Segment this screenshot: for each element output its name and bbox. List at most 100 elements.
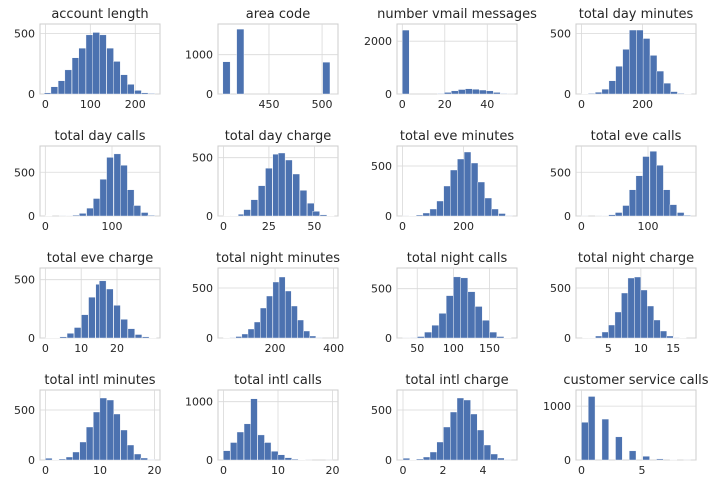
histogram-bar — [229, 337, 236, 339]
x-tick-label: 10 — [74, 342, 88, 355]
histogram-bar — [683, 215, 691, 217]
histogram-bar — [59, 336, 67, 339]
x-tick-label: 0 — [399, 98, 406, 111]
histogram-bar — [424, 331, 432, 339]
y-tick-label: 500 — [14, 404, 35, 417]
histogram-bar — [235, 336, 243, 339]
y-tick-label: 0 — [206, 210, 213, 223]
histogram-bar — [436, 200, 444, 217]
chart-title: total night minutes — [216, 251, 340, 266]
y-tick-label: 1000 — [185, 49, 213, 62]
histogram-bar — [79, 213, 87, 217]
histogram-bar — [498, 213, 506, 217]
histogram-bar — [99, 34, 107, 95]
histogram-bar — [608, 324, 616, 339]
histogram-bar — [322, 61, 331, 95]
histogram-bar — [127, 189, 135, 217]
histogram-bar — [45, 458, 53, 461]
histogram-bar — [285, 159, 293, 217]
histogram-bar — [126, 444, 135, 461]
histogram-bar — [43, 92, 52, 95]
histogram-bar — [669, 204, 677, 217]
chart-title: total night calls — [407, 251, 508, 266]
y-tick-label: 2000 — [364, 35, 392, 48]
histogram-bar — [99, 179, 107, 217]
histogram-bar — [460, 277, 469, 339]
x-tick-label: 40 — [480, 98, 494, 111]
histogram-bar — [81, 314, 89, 339]
histogram-bar — [236, 431, 244, 461]
x-tick-label: 200 — [632, 98, 653, 111]
histogram-bar — [634, 276, 642, 339]
histogram-bar — [50, 86, 59, 95]
histogram-bar — [250, 199, 259, 217]
histogram-bar — [629, 29, 637, 95]
histogram-bar — [272, 281, 280, 339]
histogram-account-length: account length 0 100 200 0 500 — [14, 7, 161, 111]
histogram-bar — [677, 212, 685, 217]
y-tick-label: 0 — [28, 88, 35, 101]
histogram-bar — [72, 451, 80, 461]
y-tick-label: 0 — [564, 88, 571, 101]
histogram-bar — [66, 333, 75, 339]
histogram-bar — [271, 451, 279, 461]
histogram-bar — [284, 457, 292, 461]
histogram-bar — [278, 276, 286, 339]
y-tick-label: 0 — [28, 332, 35, 345]
histogram-bar — [456, 397, 465, 461]
x-tick-label: 0 — [220, 464, 227, 477]
histogram-total-eve-charge: total eve charge 0 10 20 0 500 — [14, 251, 161, 355]
histogram-bar — [474, 306, 483, 339]
x-tick-label: 0 — [578, 464, 585, 477]
histogram-bar — [477, 429, 485, 461]
histogram-bar — [505, 215, 513, 217]
y-tick-label: 0 — [564, 210, 571, 223]
histogram-bar — [642, 38, 651, 95]
x-tick-label: 0 — [42, 98, 49, 111]
chart-title: total day minutes — [579, 7, 694, 22]
y-tick-label: 500 — [14, 166, 35, 179]
histogram-bar — [670, 91, 678, 95]
histogram-total-day-minutes: total day minutes 0 200 0 500 — [550, 7, 697, 111]
histogram-bar — [594, 91, 603, 95]
histogram-bar — [458, 89, 466, 95]
histogram-bar — [402, 458, 411, 461]
histogram-total-intl-charge: total intl charge 0 2 4 0 500 — [371, 373, 518, 477]
histogram-bar — [241, 333, 249, 339]
histogram-bar — [260, 307, 267, 339]
histogram-bar — [253, 321, 261, 339]
histogram-bar — [677, 93, 685, 95]
chart-title: total eve calls — [591, 129, 682, 144]
x-tick-label: 15 — [666, 342, 680, 355]
histogram-bar — [504, 459, 512, 461]
x-tick-label: 20 — [438, 98, 452, 111]
histogram-bar — [64, 69, 72, 95]
histogram-bar — [422, 212, 430, 217]
histogram-bar — [79, 441, 87, 461]
x-tick-label: 100 — [80, 98, 101, 111]
histogram-bar — [277, 152, 286, 217]
histogram-bar — [134, 334, 143, 339]
histogram-bar — [656, 70, 664, 95]
histogram-total-eve-calls: total eve calls 0 100 0 500 — [550, 129, 697, 233]
histogram-bar — [453, 276, 461, 339]
x-tick-label: 400 — [323, 342, 344, 355]
histogram-bar — [142, 336, 150, 339]
histogram-bar — [120, 429, 128, 461]
histogram-bar — [223, 450, 231, 461]
histogram-bar — [477, 181, 485, 217]
histogram-bar — [92, 32, 100, 95]
histogram-bar — [470, 162, 479, 217]
histogram-total-night-calls: total night calls 50 100 150 0 500 — [371, 251, 518, 355]
x-tick-label: 20 — [148, 464, 162, 477]
histogram-bar — [423, 456, 431, 461]
histogram-bar — [257, 434, 265, 461]
histogram-bar — [113, 305, 121, 339]
histogram-bar — [222, 61, 231, 95]
histogram-bar — [601, 331, 609, 339]
chart-title: area code — [246, 7, 310, 22]
x-tick-label: 0 — [220, 220, 227, 233]
histogram-bar — [247, 328, 255, 339]
